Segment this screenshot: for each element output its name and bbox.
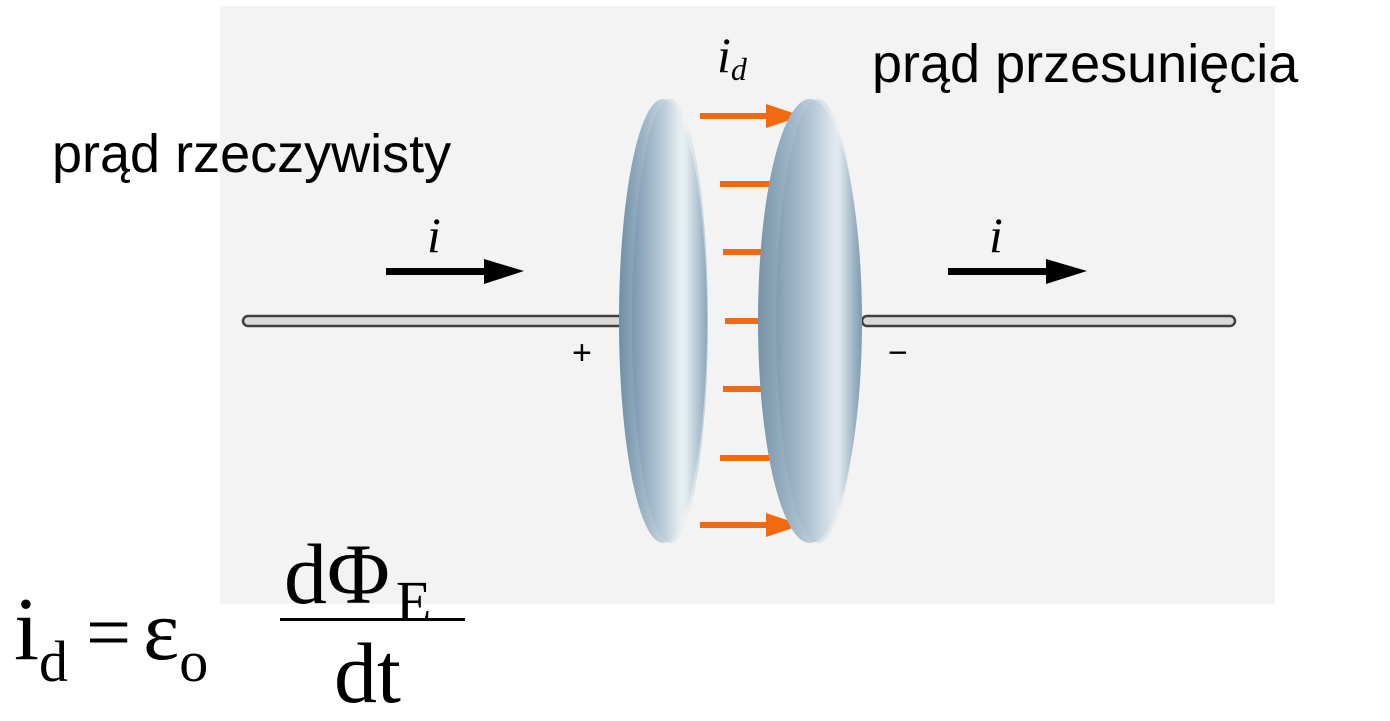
formula-epsilon: ε — [143, 582, 180, 678]
left-capacitor-plate — [619, 99, 708, 543]
displacement-arrow — [700, 513, 802, 537]
real-current-label: prąd rzeczywisty — [52, 124, 452, 184]
formula-equals: = — [86, 589, 132, 677]
negative-sign: − — [888, 334, 908, 372]
formula-numerator-main: dΦ — [284, 526, 390, 622]
formula-fraction-bar — [280, 618, 465, 621]
right-wire — [860, 314, 1237, 328]
displacement-current-symbol: id — [717, 30, 747, 85]
current-arrow-right — [948, 259, 1087, 284]
right-capacitor-plate — [758, 99, 862, 543]
symbol-main: i — [717, 27, 731, 83]
positive-sign: + — [572, 334, 592, 372]
diagram-background — [220, 6, 1275, 604]
formula-i: i — [14, 580, 40, 679]
current-arrow-left — [386, 259, 524, 284]
left-wire — [241, 314, 682, 328]
current-symbol-right: i — [989, 207, 1003, 263]
displacement-arrow — [700, 104, 802, 128]
formula-numerator-subscript: E — [395, 569, 432, 634]
formula-denominator: dt — [334, 625, 401, 721]
formula-numerator: dΦ E — [284, 524, 431, 634]
formula-epsilon-subscript: o — [179, 629, 209, 694]
symbol-subscript: d — [730, 51, 747, 87]
current-symbol-left: i — [427, 207, 441, 263]
formula-lhs: id = εo — [14, 578, 208, 694]
formula-i-subscript: d — [39, 629, 69, 694]
displacement-current-label: prąd przesunięcia — [872, 34, 1299, 94]
